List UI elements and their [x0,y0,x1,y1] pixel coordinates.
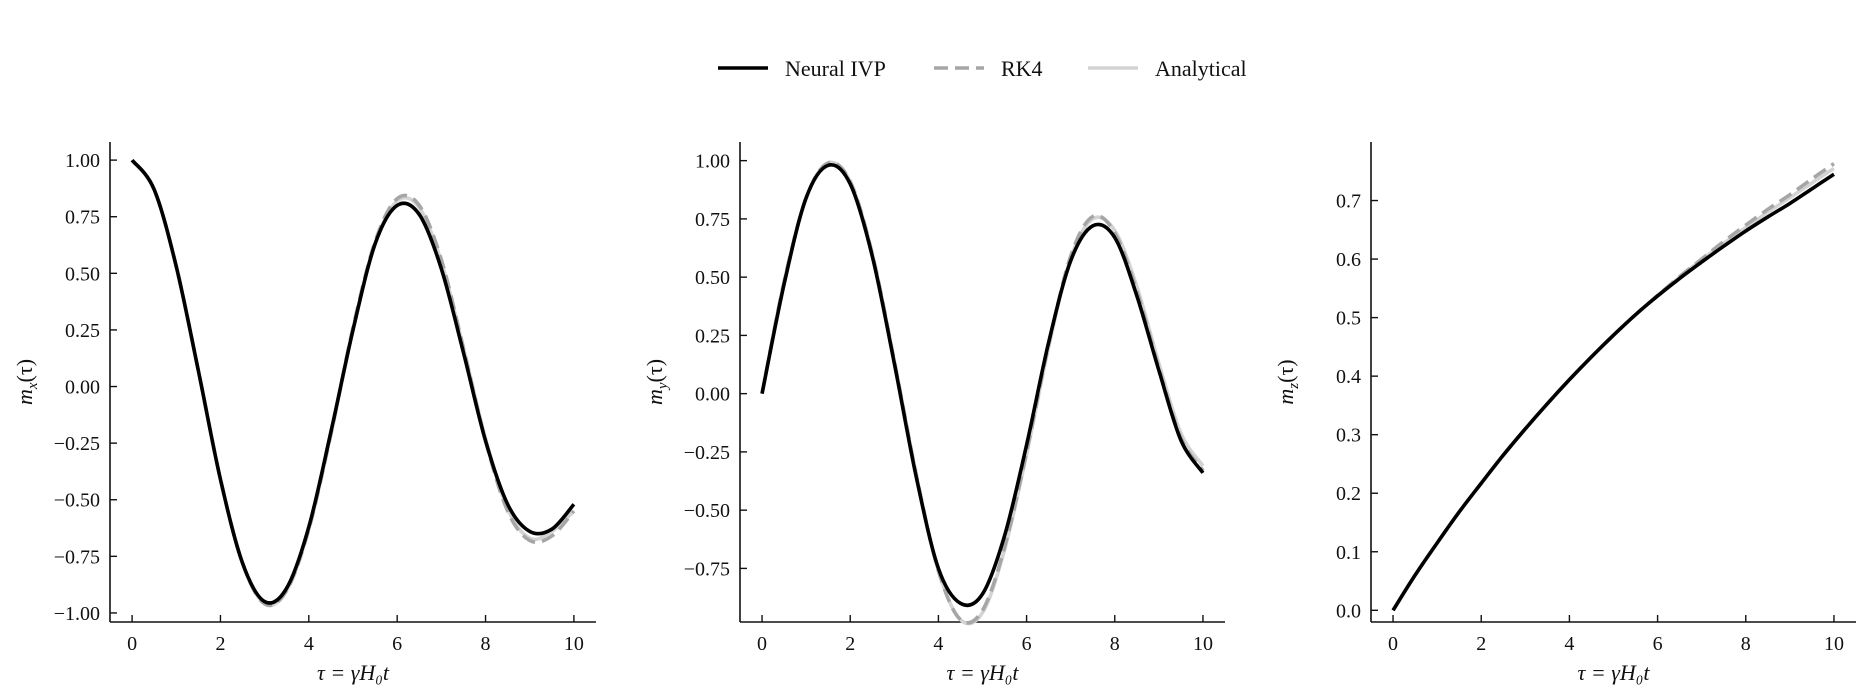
y-axis-label: my(τ) [642,359,671,405]
x-axis-label: τ = γH₀t [317,660,390,685]
series-line-analytical [760,160,1205,626]
panel-1: 0 2 4 6 8 10 1.00 0.75 0.50 0.25 0.00 −0.25 −0.50 −0.… [642,142,1225,685]
x-tick-label: 8 [1741,633,1751,655]
series-line-rk4 [130,158,576,608]
y-tick-label: 0.3 [1336,425,1361,447]
y-tick-label: 0.1 [1336,542,1361,564]
y-axis-label: mz(τ) [1273,359,1302,404]
x-axis-label: τ = γH₀t [1577,660,1650,685]
x-axis-label: τ = γH₀t [946,660,1019,685]
x-tick-label: 2 [845,633,855,655]
panel-0: 0 2 4 6 8 10 1.00 0.75 0.50 0.25 0.00 −0.25 −0.50 −0.… [12,142,596,685]
y-tick-label: 0.25 [65,320,100,342]
y-tick-label: 1.00 [695,151,730,173]
y-label-arg: (τ) [642,359,667,383]
x-tick-label: 0 [757,633,767,655]
y-tick-label: 0.5 [1336,308,1361,330]
x-tick-label: 0 [1388,633,1398,655]
y-label-arg: (τ) [1273,359,1298,383]
legend-entry-1: RK4 [934,56,1043,81]
x-tick-label: 8 [481,633,491,655]
x-tick-label: 4 [304,633,314,655]
x-tick-label: 10 [1193,633,1213,655]
series-line-neural-ivp [1391,172,1835,612]
series-line-analytical [130,158,576,608]
y-tick-label: 0.2 [1336,483,1361,505]
y-tick-label: −1.00 [54,603,100,625]
x-tick-label: 8 [1110,633,1120,655]
x-tick-label: 6 [1653,633,1663,655]
y-tick-label: 0.50 [65,263,100,285]
legend-label: Analytical [1155,56,1247,81]
y-label-arg: (τ) [12,359,37,383]
legend-entry-0: Neural IVP [718,56,886,81]
y-tick-label: 0.4 [1336,366,1361,388]
chart-panels: 0 2 4 6 8 101.000.750.500.250.00−0.25−0.50−0.… [12,142,1856,685]
series-line-rk4 [1391,162,1835,612]
y-tick-label: −0.75 [684,558,730,580]
series-line-analytical [1391,166,1835,612]
x-tick-label: 2 [215,633,225,655]
x-tick-label: 6 [1022,633,1032,655]
x-tick-label: 4 [1564,633,1574,655]
panel-2: 0 2 4 6 8 10 0.0 0.1 0.2 0.3 0.4 0.5 0.6 0.7 τ = γH₀t m… [1273,142,1856,685]
legend-label: RK4 [1001,56,1043,81]
y-tick-label: 0.00 [695,384,730,406]
y-tick-label: 0.7 [1336,191,1361,213]
y-tick-label: 1.00 [65,150,100,172]
y-tick-label: −0.75 [54,546,100,568]
y-label-base: m [1273,389,1298,405]
y-label-sub: x [25,382,41,390]
x-tick-label: 10 [564,633,584,655]
legend-label: Neural IVP [785,56,886,81]
x-tick-label: 6 [392,633,402,655]
series-line-rk4 [760,160,1205,625]
y-label-base: m [642,389,667,405]
x-tick-label: 4 [933,633,943,655]
x-tick-label: 10 [1824,633,1844,655]
series-line-neural-ivp [130,158,576,605]
y-tick-label: 0.00 [65,377,100,399]
y-label-sub: y [655,382,671,391]
y-label-base: m [12,389,37,405]
y-tick-label: 0.50 [695,267,730,289]
x-tick-label: 2 [1476,633,1486,655]
y-tick-label: 0.75 [65,207,100,229]
y-axis-label: mx(τ) [12,359,41,405]
y-label-sub: z [1286,383,1302,390]
y-tick-label: −0.25 [684,442,730,464]
y-tick-label: 0.75 [695,209,730,231]
series-line-neural-ivp [760,163,1205,608]
y-tick-label: −0.50 [54,490,100,512]
x-tick-label: 0 [127,633,137,655]
y-tick-label: 0.0 [1336,600,1361,622]
legend: Neural IVP RK4 Analytical [718,56,1247,81]
y-tick-label: 0.6 [1336,249,1361,271]
legend-entry-2: Analytical [1088,56,1247,81]
y-tick-label: −0.25 [54,433,100,455]
y-tick-label: 0.25 [695,325,730,347]
y-tick-label: −0.50 [684,500,730,522]
